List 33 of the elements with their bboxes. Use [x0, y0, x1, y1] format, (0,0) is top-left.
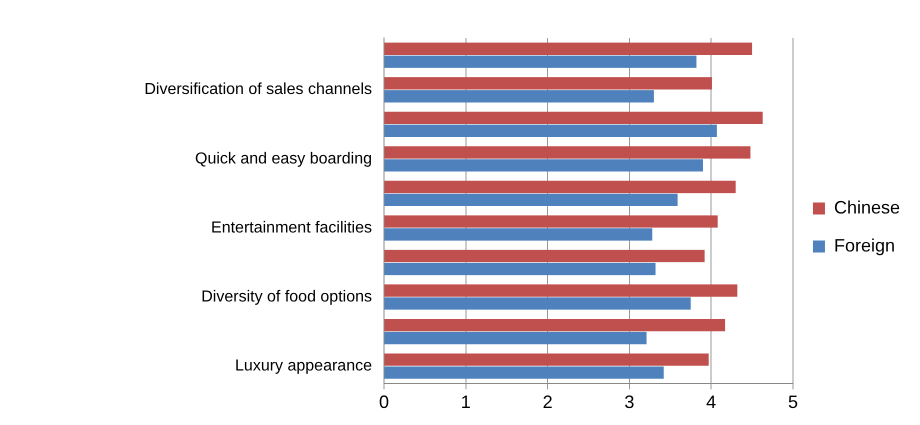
y-tick-label: Diversification of sales channels: [144, 81, 372, 98]
bar: [384, 318, 726, 332]
bar: [384, 284, 738, 297]
bar: [384, 228, 652, 241]
y-tick-label: Entertainment facilities: [211, 219, 372, 236]
bar: [384, 262, 656, 276]
bar: [384, 42, 752, 55]
bar: [384, 56, 696, 68]
legend-label: Chinese: [834, 197, 900, 218]
x-tick-label: 2: [542, 392, 553, 412]
bar: [384, 354, 709, 366]
bar: [384, 366, 664, 379]
bar: [384, 112, 763, 124]
bar: [384, 146, 750, 159]
bar: [384, 90, 654, 102]
bar: [384, 194, 678, 206]
x-tick-label: 5: [788, 392, 798, 412]
x-tick-label: 1: [460, 392, 471, 412]
y-tick-label: Luxury appearance: [235, 358, 372, 375]
y-tick-label: Diversity of food options: [201, 288, 372, 306]
bar: [384, 159, 703, 172]
bar: [384, 77, 712, 90]
bar: [384, 124, 717, 137]
legend-label: Foreign: [834, 235, 895, 256]
bar: [384, 332, 647, 344]
x-tick-label: 3: [624, 392, 634, 412]
bar: [384, 250, 705, 262]
bar: [384, 180, 736, 194]
y-tick-label: Quick and easy boarding: [195, 150, 372, 168]
x-tick-label: 4: [706, 392, 716, 412]
bar: [384, 215, 718, 228]
x-tick-label: 0: [378, 392, 390, 412]
bar: [384, 297, 691, 310]
